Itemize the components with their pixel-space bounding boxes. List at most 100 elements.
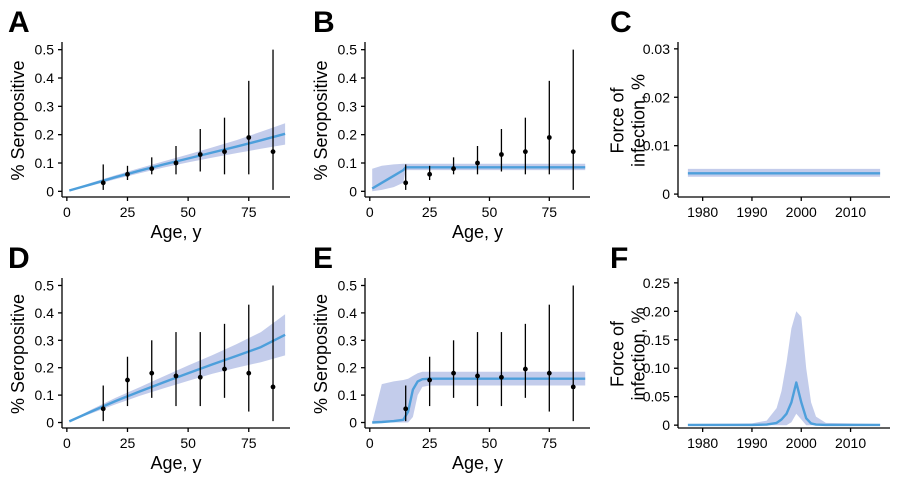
panel-f-fit-line <box>687 381 881 427</box>
panel-d-ytick-label-3: 0.3 <box>35 332 55 348</box>
panel-e-xtick-label-0: 0 <box>366 435 374 451</box>
panel-c: C 0 0.01 0.02 0.03 1980 1990 2000 2010 Force ofi… <box>608 6 890 220</box>
panel-a-point-3 <box>149 166 155 172</box>
panel-f-xtick-label-1: 1990 <box>736 435 767 451</box>
panel-e-ytick-label-5: 0.5 <box>338 277 358 293</box>
panel-b-point-1 <box>403 180 409 186</box>
panel-b: B 0 0.1 0.2 0.3 0.4 0.5 0 25 50 75 Age, y % Seropos… <box>311 6 590 242</box>
panel-b-x-title: Age, y <box>452 222 503 242</box>
panel-c-xtick-label-3: 2010 <box>835 204 866 220</box>
panel-d-ytick-label-5: 0.5 <box>35 277 55 293</box>
panel-c-xtick-label-0: 1980 <box>687 204 718 220</box>
panel-d-ytick-label-0: 0 <box>46 415 54 431</box>
panel-b-point-4 <box>475 160 480 166</box>
panel-f-xtick-label-2: 2000 <box>786 435 817 451</box>
panel-d-xtick-label-1: 25 <box>120 435 136 451</box>
panel-e-point-6 <box>522 366 528 372</box>
panel-f-label: F <box>610 242 628 275</box>
panel-d-xtick-label-3: 75 <box>241 435 257 451</box>
panel-c-xtick-label-1: 1990 <box>736 204 767 220</box>
panel-e-ci-band <box>372 371 586 423</box>
panel-f-ytick-label-4: 0.20 <box>643 303 670 319</box>
panel-e-point-5 <box>499 374 504 380</box>
panel-b-xtick-label-0: 0 <box>366 204 374 220</box>
panel-f-ytick-label-2: 0.10 <box>643 360 670 376</box>
panel-a-point-6 <box>222 149 227 155</box>
panel-f-xtick-label-3: 2010 <box>835 435 866 451</box>
panel-a-ytick-label-1: 0.1 <box>35 155 55 171</box>
panel-a-point-1 <box>100 180 106 186</box>
panel-a-ytick-label-4: 0.4 <box>35 70 55 86</box>
panel-e-point-3 <box>451 370 456 376</box>
panel-b-point-7 <box>546 135 552 140</box>
panel-a-point-4 <box>173 160 179 166</box>
panel-a-xtick-label-3: 75 <box>241 204 257 220</box>
panel-b-ytick-label-3: 0.3 <box>338 98 358 114</box>
panel-f-ytick-label-3: 0.15 <box>643 332 670 348</box>
panel-d-x-title: Age, y <box>150 453 201 473</box>
panel-e-point-7 <box>546 370 552 376</box>
panel-d-ci-band <box>69 314 286 422</box>
panel-b-xtick-label-3: 75 <box>542 204 558 220</box>
panel-f: F 0 0.05 0.10 0.15 0.20 0.25 1980 1990 2000 2010 F… <box>608 242 890 451</box>
panel-e-point-2 <box>427 377 433 383</box>
panel-e: E 0 0.1 0.2 0.3 0.4 0.5 0 25 50 75 Age, y % Seropos… <box>311 242 590 473</box>
panel-a-ytick-label-0: 0 <box>46 183 54 199</box>
panel-e-xtick-label-3: 75 <box>542 435 558 451</box>
panel-e-ytick-label-4: 0.4 <box>338 305 358 321</box>
panel-e-y-title: % Seropositive <box>311 294 331 414</box>
panel-e-point-8 <box>570 384 576 390</box>
panel-e-ytick-label-0: 0 <box>349 415 357 431</box>
panel-b-ytick-label-2: 0.2 <box>338 127 358 143</box>
panel-a-ytick-label-5: 0.5 <box>35 42 55 58</box>
panel-e-label: E <box>313 242 333 275</box>
panel-d-ytick-label-4: 0.4 <box>35 305 55 321</box>
panel-e-xtick-label-2: 50 <box>482 435 498 451</box>
panel-d-point-1 <box>100 406 106 412</box>
panel-d-point-2 <box>125 377 130 383</box>
panel-d-y-title: % Seropositive <box>8 294 28 414</box>
panel-b-y-title: % Seropositive <box>311 60 331 180</box>
panel-d-ytick-label-2: 0.2 <box>35 360 55 376</box>
panel-c-ytick-label-2: 0.02 <box>643 89 670 105</box>
panel-f-xtick-label-0: 1980 <box>687 435 718 451</box>
panel-d-xtick-label-0: 0 <box>63 435 71 451</box>
panel-e-point-1 <box>403 406 409 412</box>
panel-a-xtick-label-2: 50 <box>180 204 196 220</box>
panel-e-point-4 <box>475 373 480 379</box>
panel-a-point-7 <box>246 135 252 140</box>
panel-a-ytick-label-3: 0.3 <box>35 98 55 114</box>
panel-d-point-3 <box>149 370 155 376</box>
panel-a-y-title: % Seropositive <box>8 60 28 180</box>
panel-a-ytick-label-2: 0.2 <box>35 127 55 143</box>
panel-b-ytick-label-5: 0.5 <box>338 42 358 58</box>
panel-a-point-5 <box>197 152 203 157</box>
panel-a-xtick-label-0: 0 <box>63 204 71 220</box>
panel-b-xtick-label-1: 25 <box>422 204 438 220</box>
panel-d-point-7 <box>246 370 252 376</box>
panel-e-x-title: Age, y <box>452 453 503 473</box>
panel-e-ytick-label-2: 0.2 <box>338 360 358 376</box>
panel-d-xtick-label-2: 50 <box>180 435 196 451</box>
panel-a-point-8 <box>270 149 276 155</box>
panel-c-label: C <box>610 6 632 39</box>
panel-f-y-title: Force ofinfection, % <box>608 307 649 400</box>
panel-b-xtick-label-2: 50 <box>482 204 498 220</box>
panel-c-y-title: Force ofinfection, % <box>608 74 649 167</box>
panel-b-point-3 <box>451 166 456 172</box>
panel-d-point-8 <box>270 384 276 390</box>
panel-b-ytick-label-4: 0.4 <box>338 70 358 86</box>
panel-d-point-4 <box>173 373 179 379</box>
panel-b-point-2 <box>427 171 433 177</box>
panel-d-point-6 <box>222 366 227 372</box>
panel-b-label: B <box>313 6 335 39</box>
panel-e-ytick-label-3: 0.3 <box>338 332 358 348</box>
panel-d-point-5 <box>197 374 203 380</box>
panel-a-point-2 <box>125 171 130 177</box>
panel-b-ytick-label-0: 0 <box>349 183 357 199</box>
panel-b-ytick-label-1: 0.1 <box>338 155 358 171</box>
panel-e-ytick-label-1: 0.1 <box>338 387 358 403</box>
panel-d-label: D <box>8 242 30 275</box>
panel-f-ytick-label-5: 0.25 <box>643 275 670 291</box>
